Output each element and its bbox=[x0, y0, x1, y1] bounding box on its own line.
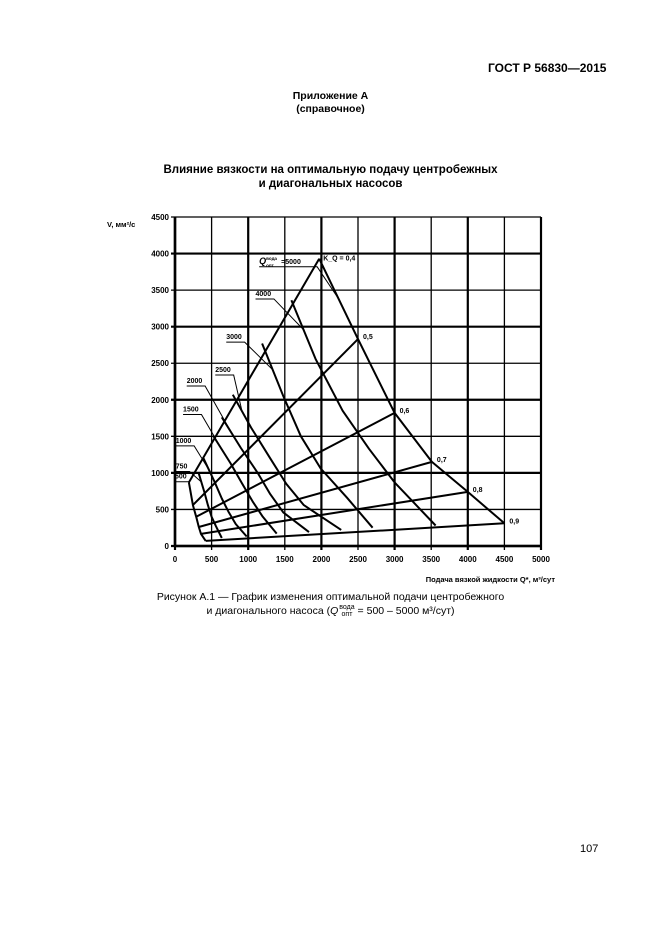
x-tick-label: 2000 bbox=[313, 555, 331, 564]
leader-line bbox=[175, 445, 210, 471]
k-line-label: 0,6 bbox=[400, 408, 410, 415]
leader-line bbox=[226, 341, 274, 371]
x-tick-label: 5000 bbox=[532, 555, 550, 564]
k-line bbox=[192, 338, 359, 506]
x-tick-label: 3000 bbox=[386, 555, 404, 564]
leader-line bbox=[186, 385, 232, 433]
x-tick-label: 2500 bbox=[349, 555, 367, 564]
y-tick-label: 0 bbox=[165, 542, 170, 551]
q-curve-label: 750 bbox=[176, 464, 188, 471]
k-line bbox=[188, 258, 321, 483]
q-curve-label: 2500 bbox=[215, 367, 231, 374]
caption-line2: и диагонального насоса (Q вода опт = 500 –… bbox=[0, 604, 661, 618]
q-superscript: вода bbox=[339, 604, 355, 611]
x-tick-label: 4000 bbox=[459, 555, 477, 564]
y-tick-label: 4000 bbox=[151, 250, 169, 259]
y-tick-label: 1000 bbox=[151, 469, 169, 478]
x-tick-label: 0 bbox=[173, 555, 178, 564]
y-tick-label: 2500 bbox=[151, 359, 169, 368]
figure-caption: Рисунок А.1 — График изменения оптимальн… bbox=[0, 591, 661, 618]
caption-suffix: = 500 – 5000 м³/сут) bbox=[354, 604, 455, 617]
k-line bbox=[195, 412, 396, 518]
y-tick-label: 500 bbox=[156, 505, 170, 514]
q-curves bbox=[187, 258, 506, 542]
figure-title-line2: и диагональных насосов bbox=[258, 178, 403, 190]
q-subscript: опт bbox=[341, 611, 353, 618]
q-curve bbox=[187, 482, 207, 542]
q-curve bbox=[212, 435, 278, 535]
figure-title: Влияние вязкости на оптимальную подачу ц… bbox=[0, 163, 661, 191]
y-axis-label: V, мм²/с bbox=[107, 220, 135, 229]
q-curve-label: 4000 bbox=[256, 291, 272, 298]
q-curve bbox=[231, 394, 342, 531]
x-axis-label: Подача вязкой жидкости Q*, м³/сут bbox=[426, 575, 556, 584]
x-tick-label: 1000 bbox=[239, 555, 257, 564]
k-line-label: K_Q = 0,4 bbox=[323, 256, 355, 263]
appendix-title: Приложение А bbox=[292, 90, 369, 102]
tick-labels: 0 500 1000 1500 2000 2500 3000 3500 4000 4500 5000… bbox=[151, 213, 550, 564]
q-value: =5000 bbox=[281, 259, 301, 266]
leader-line bbox=[255, 298, 304, 330]
q-curve-label: 500 bbox=[175, 474, 187, 481]
k-line-label: 0,9 bbox=[509, 518, 519, 525]
q-superscript: вода bbox=[266, 256, 277, 261]
k-line-label: 0,5 bbox=[363, 334, 373, 341]
q-curve bbox=[197, 471, 223, 539]
q-curve bbox=[318, 258, 506, 525]
k-line bbox=[200, 490, 468, 535]
k-lines: K_Q = 0,4 0,5 0,6 0,7 0,8 0,9 bbox=[188, 256, 519, 542]
k-line-label: 0,7 bbox=[437, 457, 447, 464]
x-tick-label: 1500 bbox=[276, 555, 294, 564]
y-tick-label: 3000 bbox=[151, 323, 169, 332]
q-symbol: Q bbox=[330, 604, 339, 617]
q-symbol: Q bbox=[259, 256, 266, 266]
x-tick-label: 500 bbox=[205, 555, 219, 564]
appendix-subtitle: (справочное) bbox=[296, 103, 365, 115]
q-curve bbox=[290, 299, 437, 527]
q-curve-label: 1500 bbox=[183, 406, 199, 413]
x-tick-label: 4500 bbox=[496, 555, 514, 564]
caption-line1: Рисунок А.1 — График изменения оптимальн… bbox=[156, 591, 505, 603]
caption-prefix: и диагонального насоса ( bbox=[206, 604, 331, 617]
leader-line bbox=[175, 481, 192, 494]
appendix-heading: Приложение А (справочное) bbox=[0, 90, 661, 116]
leader-line bbox=[183, 413, 223, 450]
leader-line bbox=[259, 266, 340, 300]
q-subscript: опт bbox=[266, 263, 274, 268]
q-curve-label: 3000 bbox=[226, 334, 242, 341]
figure-title-line1: Влияние вязкости на оптимальную подачу ц… bbox=[163, 164, 498, 176]
k-line bbox=[198, 460, 433, 528]
q-curve bbox=[220, 416, 310, 533]
leader-line bbox=[215, 374, 243, 412]
x-tick-label: 3500 bbox=[422, 555, 440, 564]
q-curve-label: 1000 bbox=[176, 438, 192, 445]
y-tick-label: 4500 bbox=[151, 213, 169, 222]
q-curve bbox=[261, 343, 374, 529]
page-number: 107 bbox=[580, 843, 599, 855]
leader-line bbox=[175, 471, 202, 483]
q-curve-label: 2000 bbox=[187, 378, 203, 385]
standard-number: ГОСТ Р 56830—2015 bbox=[488, 61, 607, 75]
y-tick-label: 1500 bbox=[151, 432, 169, 441]
y-tick-label: 2000 bbox=[151, 396, 169, 405]
k-line-label: 0,8 bbox=[473, 487, 483, 494]
q-curve bbox=[202, 457, 248, 538]
y-tick-label: 3500 bbox=[151, 286, 169, 295]
k-line bbox=[205, 522, 505, 542]
